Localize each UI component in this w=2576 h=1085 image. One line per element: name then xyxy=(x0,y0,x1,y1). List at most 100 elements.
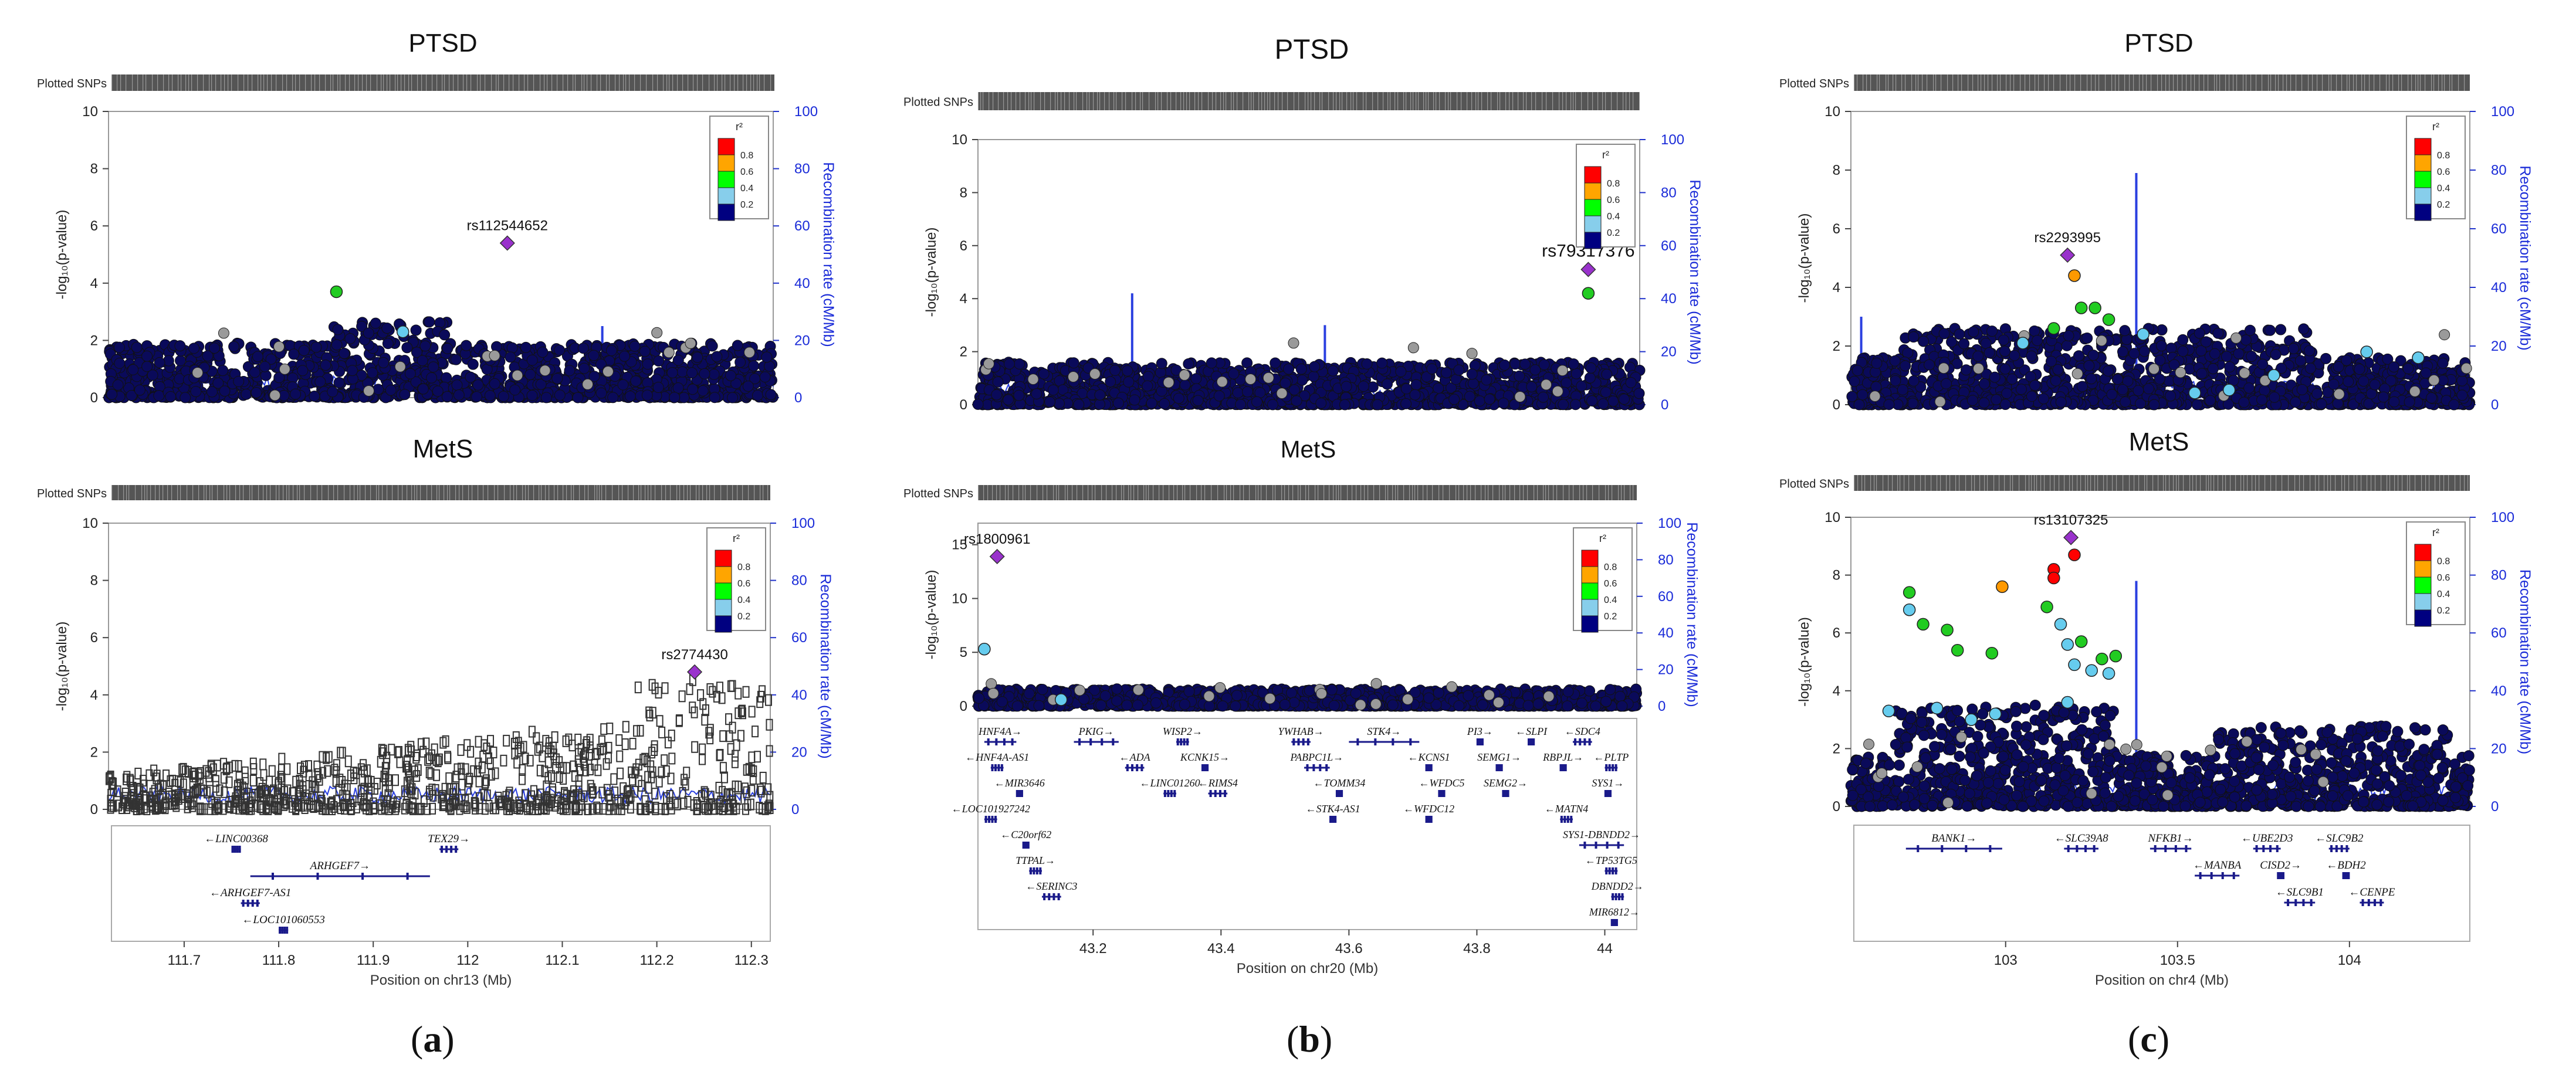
snp-point xyxy=(367,367,378,379)
legend-swatch xyxy=(717,154,735,172)
snp-tick xyxy=(192,485,194,500)
snp-tick xyxy=(167,485,168,500)
snp-point xyxy=(1146,397,1157,409)
snp-point xyxy=(1013,389,1025,401)
snp-point xyxy=(727,743,734,755)
snp-tick xyxy=(1064,92,1065,110)
snp-tick xyxy=(1067,485,1068,500)
snp-point xyxy=(252,351,263,362)
snp-point xyxy=(451,379,463,391)
snp-point xyxy=(748,360,760,372)
snp-tick xyxy=(1373,485,1375,500)
y2-axis-label: Recombination rate (cM/Mb) xyxy=(1687,179,1703,364)
snp-tick xyxy=(1445,92,1446,110)
snp-point xyxy=(487,735,495,747)
snp-tick xyxy=(1428,92,1429,110)
snp-point xyxy=(106,388,118,400)
snp-point xyxy=(748,706,756,718)
gene-exon xyxy=(246,900,249,907)
snp-point xyxy=(641,389,653,401)
snp-tick xyxy=(1545,485,1546,500)
snp-tick xyxy=(1243,485,1244,500)
gene-exon xyxy=(361,873,364,880)
snp-point xyxy=(1105,376,1116,388)
snp-point xyxy=(410,324,422,336)
snp-tick xyxy=(575,74,576,91)
snp-point xyxy=(748,751,756,764)
snp-tick xyxy=(1377,92,1379,110)
snp-point xyxy=(1341,381,1352,392)
snp-tick xyxy=(258,485,259,500)
snp-tick xyxy=(1082,92,1084,110)
snp-tick xyxy=(516,485,517,500)
snp-point xyxy=(577,343,589,354)
r2-legend: r²0.80.60.40.2 xyxy=(706,527,766,633)
snp-point xyxy=(761,351,773,363)
snp-tick xyxy=(1535,92,1536,110)
snp-tick xyxy=(111,485,113,500)
y2-tick-label: 40 xyxy=(791,687,807,703)
snp-point xyxy=(506,342,518,354)
snp-tick xyxy=(1255,485,1257,500)
snp-point xyxy=(417,355,428,367)
snp-point xyxy=(727,680,734,692)
snp-tick xyxy=(1417,485,1419,500)
snp-point xyxy=(337,747,344,759)
snp-point xyxy=(672,354,684,366)
snp-point xyxy=(1607,395,1619,407)
snp-point xyxy=(1498,398,1509,409)
y2-tick-label: 20 xyxy=(794,333,810,348)
snp-point xyxy=(413,770,421,782)
snp-tick xyxy=(528,485,529,500)
snp-tick xyxy=(1104,92,1105,110)
snp-tick xyxy=(1300,485,1301,500)
snp-point xyxy=(621,738,629,750)
snp-point xyxy=(1561,377,1572,389)
y2-tick-label: 60 xyxy=(791,630,807,646)
snp-tick xyxy=(573,485,574,500)
snp-tick xyxy=(1266,485,1267,500)
snp-point xyxy=(598,735,606,747)
plotted-snps-bar xyxy=(111,74,774,91)
snp-tick xyxy=(1212,92,1213,110)
snp-tick xyxy=(260,74,262,91)
gene-exon xyxy=(455,846,458,853)
snp-tick xyxy=(1562,92,1563,110)
snp-tick xyxy=(462,485,463,500)
snp-tick xyxy=(180,485,181,500)
snp-tick xyxy=(1173,485,1174,500)
snp-tick xyxy=(545,485,546,500)
snp-tick xyxy=(697,74,698,91)
snp-tick xyxy=(383,74,384,91)
snp-tick xyxy=(978,485,979,500)
snp-point-grey xyxy=(1179,369,1190,381)
legend-label: 0.4 xyxy=(737,595,750,605)
snp-point xyxy=(709,392,720,404)
plotted-snps-label: Plotted SNPs xyxy=(37,487,107,500)
snp-tick xyxy=(1537,485,1538,500)
snp-tick xyxy=(349,74,350,91)
snp-tick xyxy=(163,74,164,91)
plotted-snps-ticks xyxy=(111,74,771,91)
y-tick-label: 4 xyxy=(960,291,967,307)
snp-tick xyxy=(746,74,747,91)
snp-tick xyxy=(157,74,158,91)
snp-point-grey xyxy=(1245,374,1257,385)
snp-tick xyxy=(1449,485,1450,500)
y-tick-label: 8 xyxy=(90,573,98,589)
snp-point xyxy=(1235,399,1247,411)
snp-point xyxy=(241,388,252,400)
y-tick-label: 10 xyxy=(952,132,967,148)
snp-tick xyxy=(366,74,367,91)
snp-tick xyxy=(581,74,583,91)
snp-point xyxy=(165,391,177,402)
snp-tick xyxy=(1233,485,1234,500)
snp-point xyxy=(378,357,390,368)
snp-point xyxy=(1484,394,1495,405)
snp-point xyxy=(1327,365,1339,377)
snp-point xyxy=(711,351,723,362)
snp-point xyxy=(629,340,641,352)
snp-point xyxy=(551,373,563,385)
snp-tick xyxy=(1523,92,1524,110)
